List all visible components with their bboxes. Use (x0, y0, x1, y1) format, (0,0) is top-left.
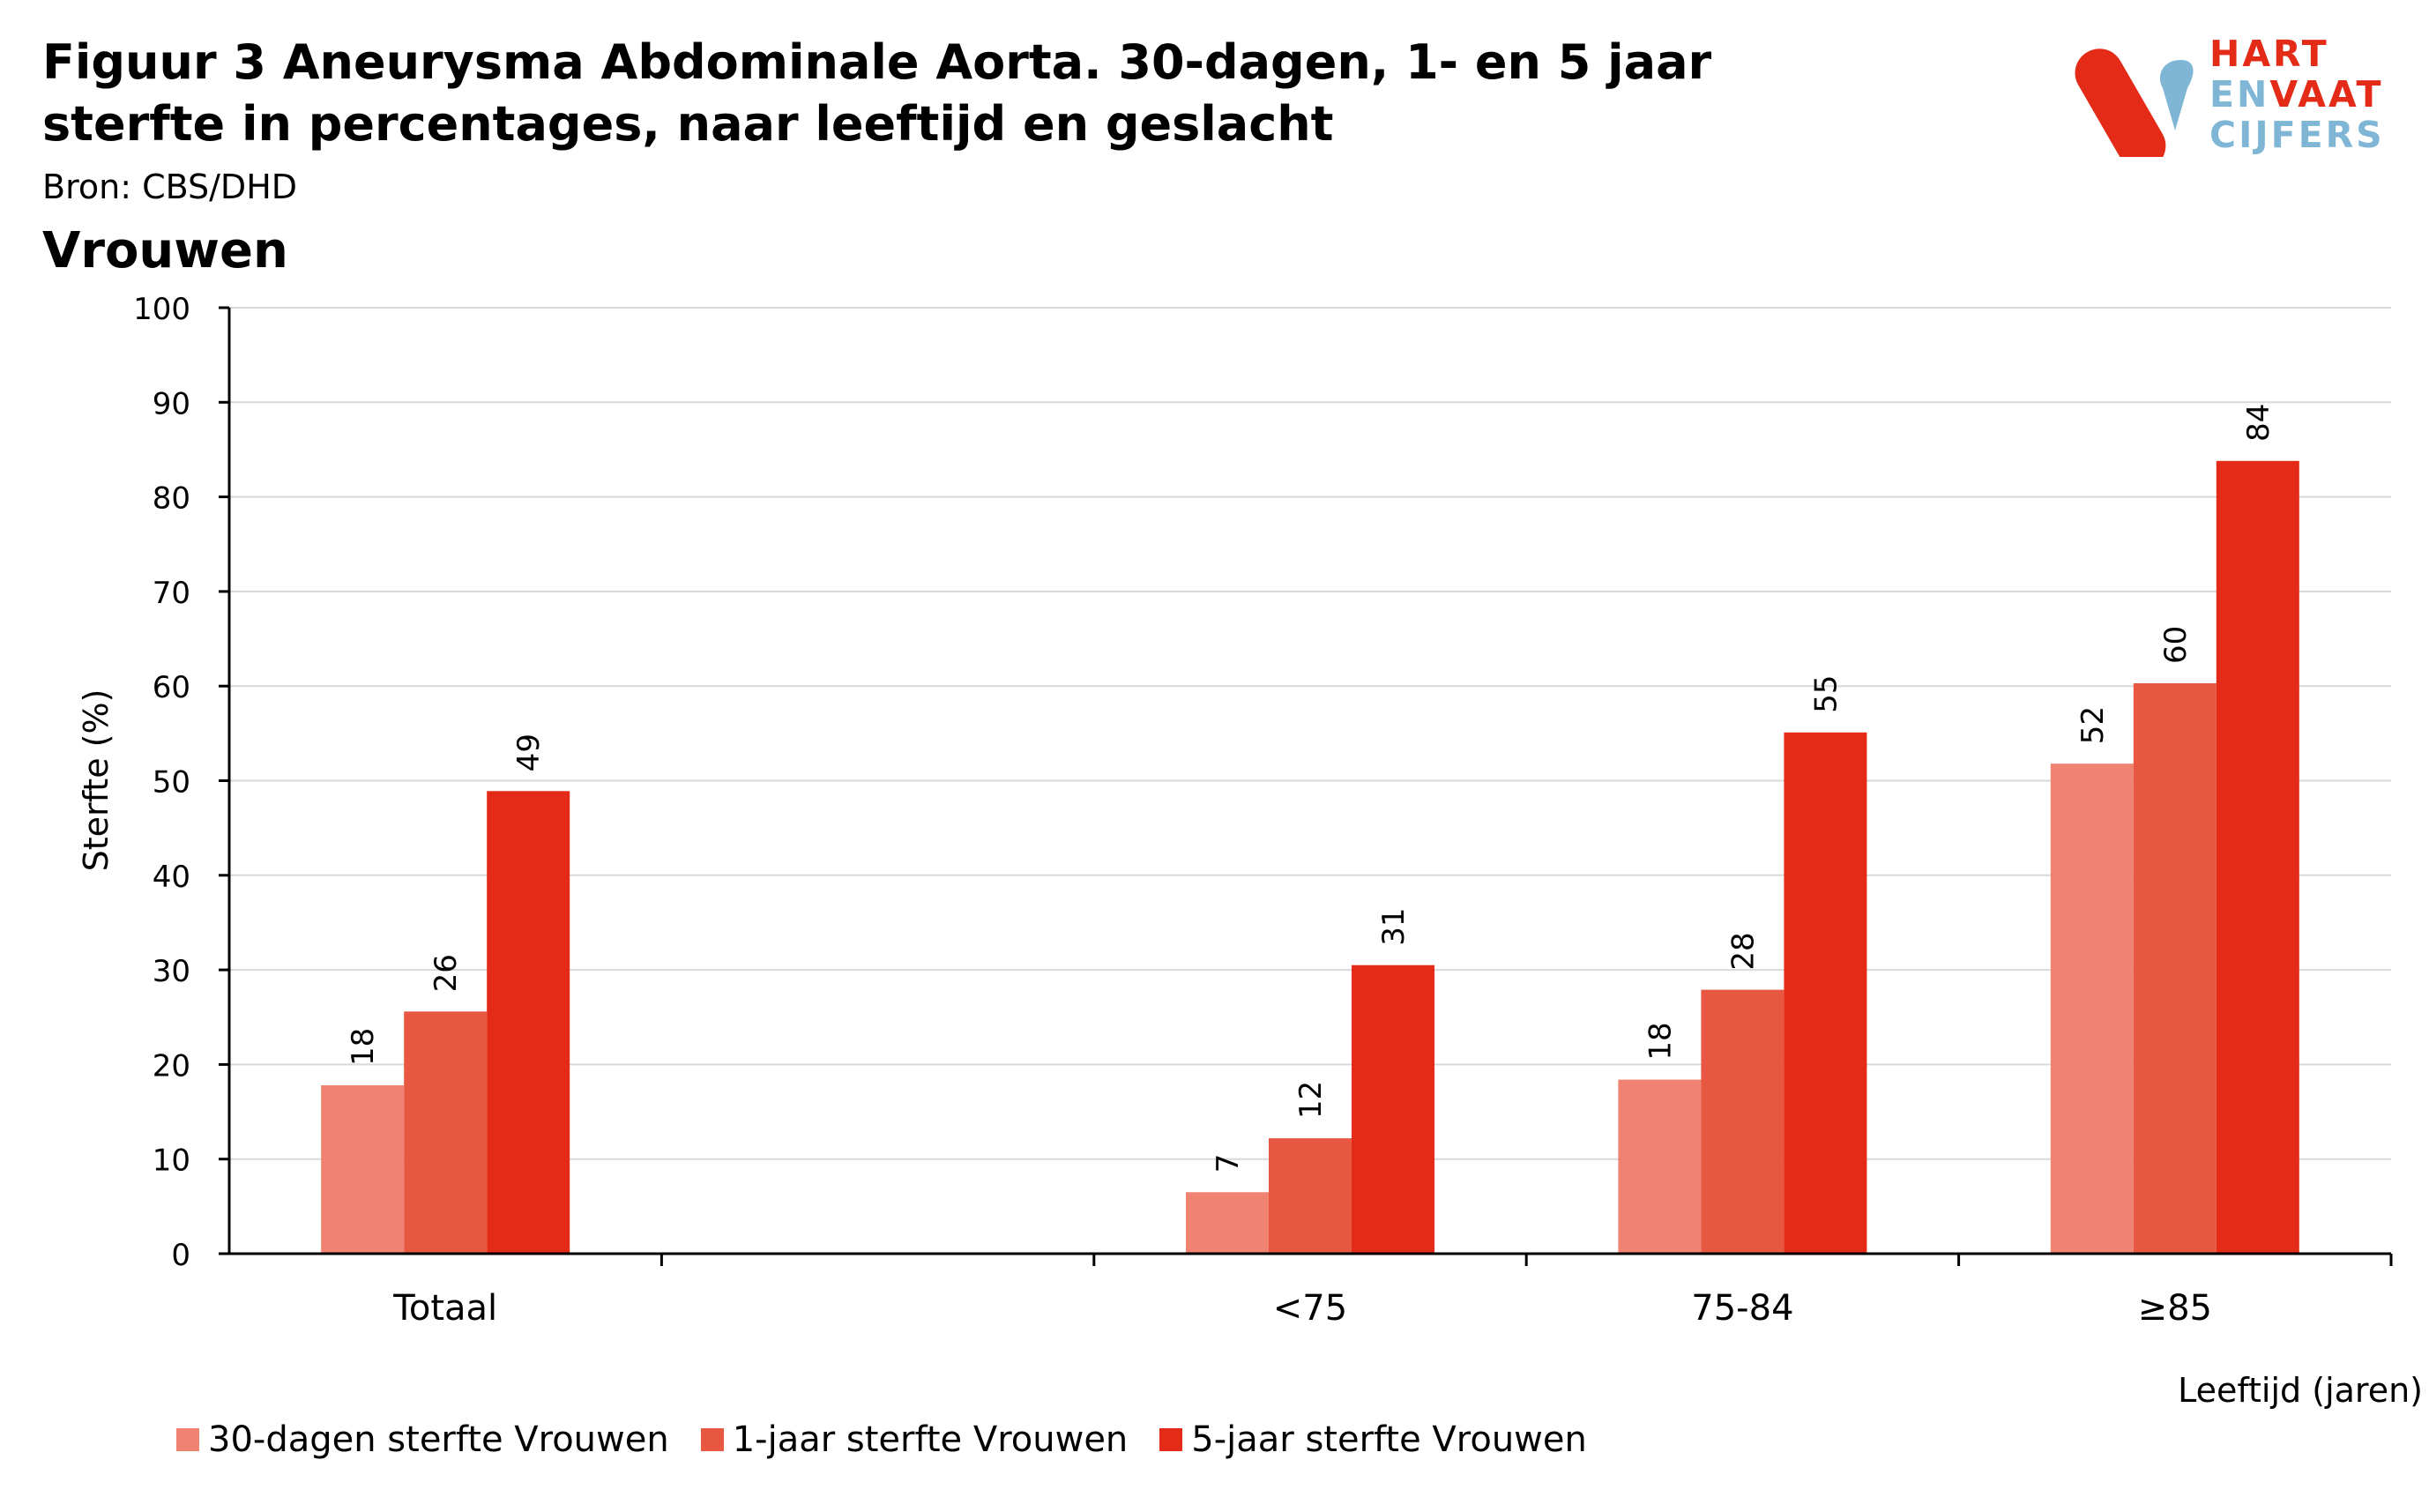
legend-item-1-jaar: 1-jaar sterfte Vrouwen (700, 1419, 1129, 1460)
legend-label-1-jaar: 1-jaar sterfte Vrouwen (732, 1419, 1129, 1460)
logo-line-1: HART (2209, 33, 2329, 75)
y-tick-label: 30 (153, 954, 190, 989)
y-tick-label: 50 (153, 765, 190, 801)
data-label: 18 (346, 1028, 381, 1066)
x-tick-label: 75-84 (1691, 1288, 1793, 1329)
legend-swatch-30-dagen (176, 1428, 199, 1451)
data-label: 60 (2158, 626, 2194, 664)
data-labels: 18 26 49 7 12 31 18 28 55 52 60 84 (346, 404, 2276, 1173)
y-tick-label: 40 (153, 860, 190, 895)
bar (2050, 763, 2134, 1254)
y-tick-label: 80 (153, 481, 190, 517)
data-label: 28 (1725, 932, 1761, 970)
chart-title: Figuur 3 Aneurysma Abdominale Aorta. 30-… (42, 34, 1712, 152)
bar-marks (321, 460, 2299, 1254)
bar (321, 1085, 405, 1254)
data-label: 12 (1293, 1081, 1329, 1119)
bar (1618, 1079, 1702, 1254)
legend-label-30-dagen: 30-dagen sterfte Vrouwen (208, 1419, 669, 1460)
y-tick-label: 10 (153, 1143, 190, 1179)
y-axis-label: Sterfte (%) (77, 689, 115, 872)
data-label: 49 (511, 734, 547, 771)
y-tick-label: 60 (153, 670, 190, 705)
legend-label-5-jaar: 5-jaar sterfte Vrouwen (1191, 1419, 1587, 1460)
x-axis-label: Leeftijd (jaren) (2178, 1371, 2423, 1410)
legend-swatch-1-jaar (700, 1428, 724, 1451)
data-label: 18 (1643, 1022, 1678, 1060)
data-label: 52 (2075, 706, 2111, 744)
legend: 30-dagen sterfte Vrouwen 1-jaar sterfte … (176, 1419, 1587, 1460)
bar (1701, 989, 1784, 1254)
bar (404, 1011, 488, 1254)
data-label: 84 (2241, 404, 2276, 442)
chart-subtitle: Vrouwen (42, 222, 288, 279)
y-tick-label: 20 (153, 1048, 190, 1084)
x-tick-label: Totaal (392, 1288, 497, 1329)
data-label: 31 (1376, 907, 1412, 945)
logo-line-2b: VAAT (2269, 73, 2384, 115)
axes: 0 10 20 30 40 50 60 70 80 90 100 Totaal <75 75-84 ≥85 (133, 292, 2393, 1329)
y-tick-label: 70 (153, 576, 190, 611)
legend-item-5-jaar: 5-jaar sterfte Vrouwen (1159, 1419, 1587, 1460)
data-label: 26 (428, 954, 464, 992)
y-tick-label: 0 (171, 1238, 190, 1273)
x-tick-label: ≥85 (2138, 1288, 2212, 1329)
bar (2133, 682, 2217, 1254)
bar (1784, 732, 1867, 1254)
y-tick-label: 100 (133, 292, 190, 327)
bar (487, 791, 570, 1254)
bar (2216, 460, 2299, 1254)
legend-item-30-dagen: 30-dagen sterfte Vrouwen (176, 1419, 669, 1460)
chart-source: Bron: CBS/DHD (42, 168, 298, 206)
data-label: 55 (1808, 675, 1844, 713)
logo-line-3: CIJFERS (2209, 114, 2385, 156)
legend-swatch-5-jaar (1159, 1428, 1183, 1451)
y-tick-label: 90 (153, 386, 190, 421)
logo-wordmark: HART ENVAAT CIJFERS (2209, 34, 2385, 155)
logo-line-2a: EN (2209, 73, 2270, 115)
data-label: 7 (1211, 1154, 1246, 1173)
bar (1269, 1138, 1352, 1254)
bar (1186, 1192, 1269, 1254)
x-tick-label: <75 (1273, 1288, 1347, 1329)
bar (1352, 965, 1434, 1254)
hart-en-vaat-logo-icon (2075, 48, 2194, 157)
